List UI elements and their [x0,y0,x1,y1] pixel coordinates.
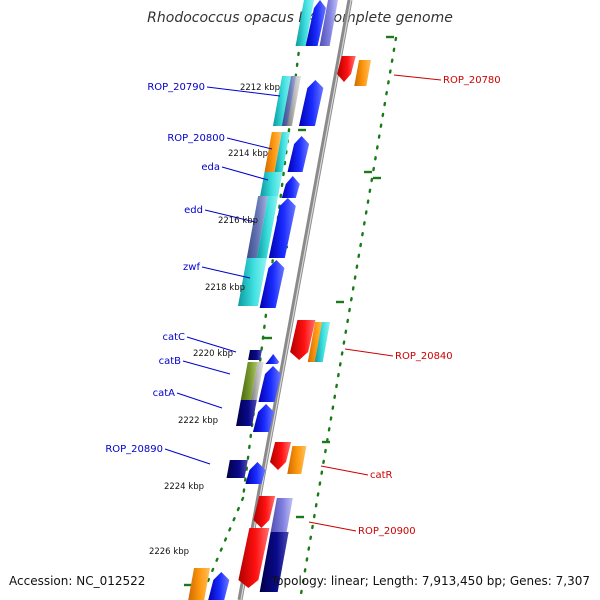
gene-arrow-blue [268,198,296,258]
gene-arrow-blue [305,0,326,46]
gene-block-cyan [256,196,279,260]
gene-arrow-blue [245,462,266,484]
kbp-tick-label: 2222 kbp [178,416,218,426]
gene-arrow-red [238,528,270,588]
gene-block-navy [259,532,289,592]
kbp-tick-label: 2218 kbp [205,283,245,293]
gene-block-cyan [260,172,283,196]
gene-block-cyan [295,0,314,46]
gene-label-rop-20890: ROP_20890 [105,444,163,455]
leader-line-rop-20780 [393,74,442,81]
genome-summary-text: Topology: linear; Length: 7,913,450 bp; … [270,574,590,588]
gene-block-violet [270,498,293,532]
kbp-tick-label: 2226 kbp [149,547,189,557]
gene-block-orange [264,132,282,172]
kbp-tick-label: 2224 kbp [164,482,204,492]
leader-line-cata [176,392,223,409]
gene-arrow-blue [208,572,230,600]
leader-line-eda [221,166,269,181]
gene-block-cyan [238,258,267,306]
gene-label-edd: edd [184,205,203,216]
gene-block-navy [248,350,262,360]
leader-line-rop-20900 [308,521,357,532]
gene-arrow-red [290,320,316,360]
leader-line-catr [320,465,369,476]
gene-block-steel [246,196,269,260]
gene-block-orange [287,446,307,474]
gene-label-catb: catB [159,356,182,367]
leader-line-rop-20790 [206,86,281,97]
gene-label-zwf: zwf [183,262,200,273]
gene-label-rop-20900: ROP_20900 [358,526,416,537]
leader-line-zwf [201,266,251,279]
kbp-tick-label: 2212 kbp [240,83,280,93]
gene-block-cyan [314,322,331,362]
gene-block-cyan [272,76,293,126]
kbp-tick-label: 2216 kbp [218,216,258,226]
gene-block-steel [281,76,298,126]
gene-arrow-blue [252,404,275,432]
gene-block-violet [319,0,338,46]
gene-arrow-blue [259,260,285,308]
leader-line-catb [182,360,231,375]
accession-text: Accession: NC_012522 [9,574,146,588]
gene-arrow-blue [287,136,310,172]
gene-arrow-red [253,496,276,528]
gene-label-eda: eda [201,162,220,173]
kbp-tick-label: 2214 kbp [228,149,268,159]
gene-label-catr: catR [370,470,393,481]
gene-label-rop-20840: ROP_20840 [395,351,453,362]
leader-line-rop-20890 [164,448,211,465]
gene-block-navy [236,400,257,426]
gene-arrow-blue [258,366,282,402]
gene-arrow-red [269,442,292,470]
gene-label-catc: catC [162,332,185,343]
gene-arrow-blue [281,176,300,198]
leader-line-rop-20800 [226,137,273,150]
leader-line-catc [186,336,237,353]
track-boundary-dots-right [298,36,398,600]
gene-block-orange [188,568,211,600]
track-boundary-dots-left-lower [198,496,245,600]
gene-block-navy [226,460,248,478]
gene-block-grey [250,362,264,400]
gene-block-orange [354,60,372,86]
gene-arrow-blue [265,354,280,364]
map-title: Rhodococcus opacus B4, complete genome [147,10,453,26]
gene-block-orange [307,322,324,362]
gene-block-olive [240,362,258,400]
gene-label-rop-20780: ROP_20780 [443,75,501,86]
gene-label-rop-20790: ROP_20790 [147,82,205,93]
gene-label-rop-20800: ROP_20800 [167,133,225,144]
kbp-tick-label: 2220 kbp [193,349,233,359]
leader-line-rop-20840 [344,348,394,357]
leader-line-edd [204,209,256,223]
gene-arrow-red [336,56,356,82]
gene-arrow-blue [298,80,324,126]
gene-label-cata: catA [153,388,176,399]
gene-block-cyan [274,132,290,172]
gene-block-grey [286,76,302,126]
